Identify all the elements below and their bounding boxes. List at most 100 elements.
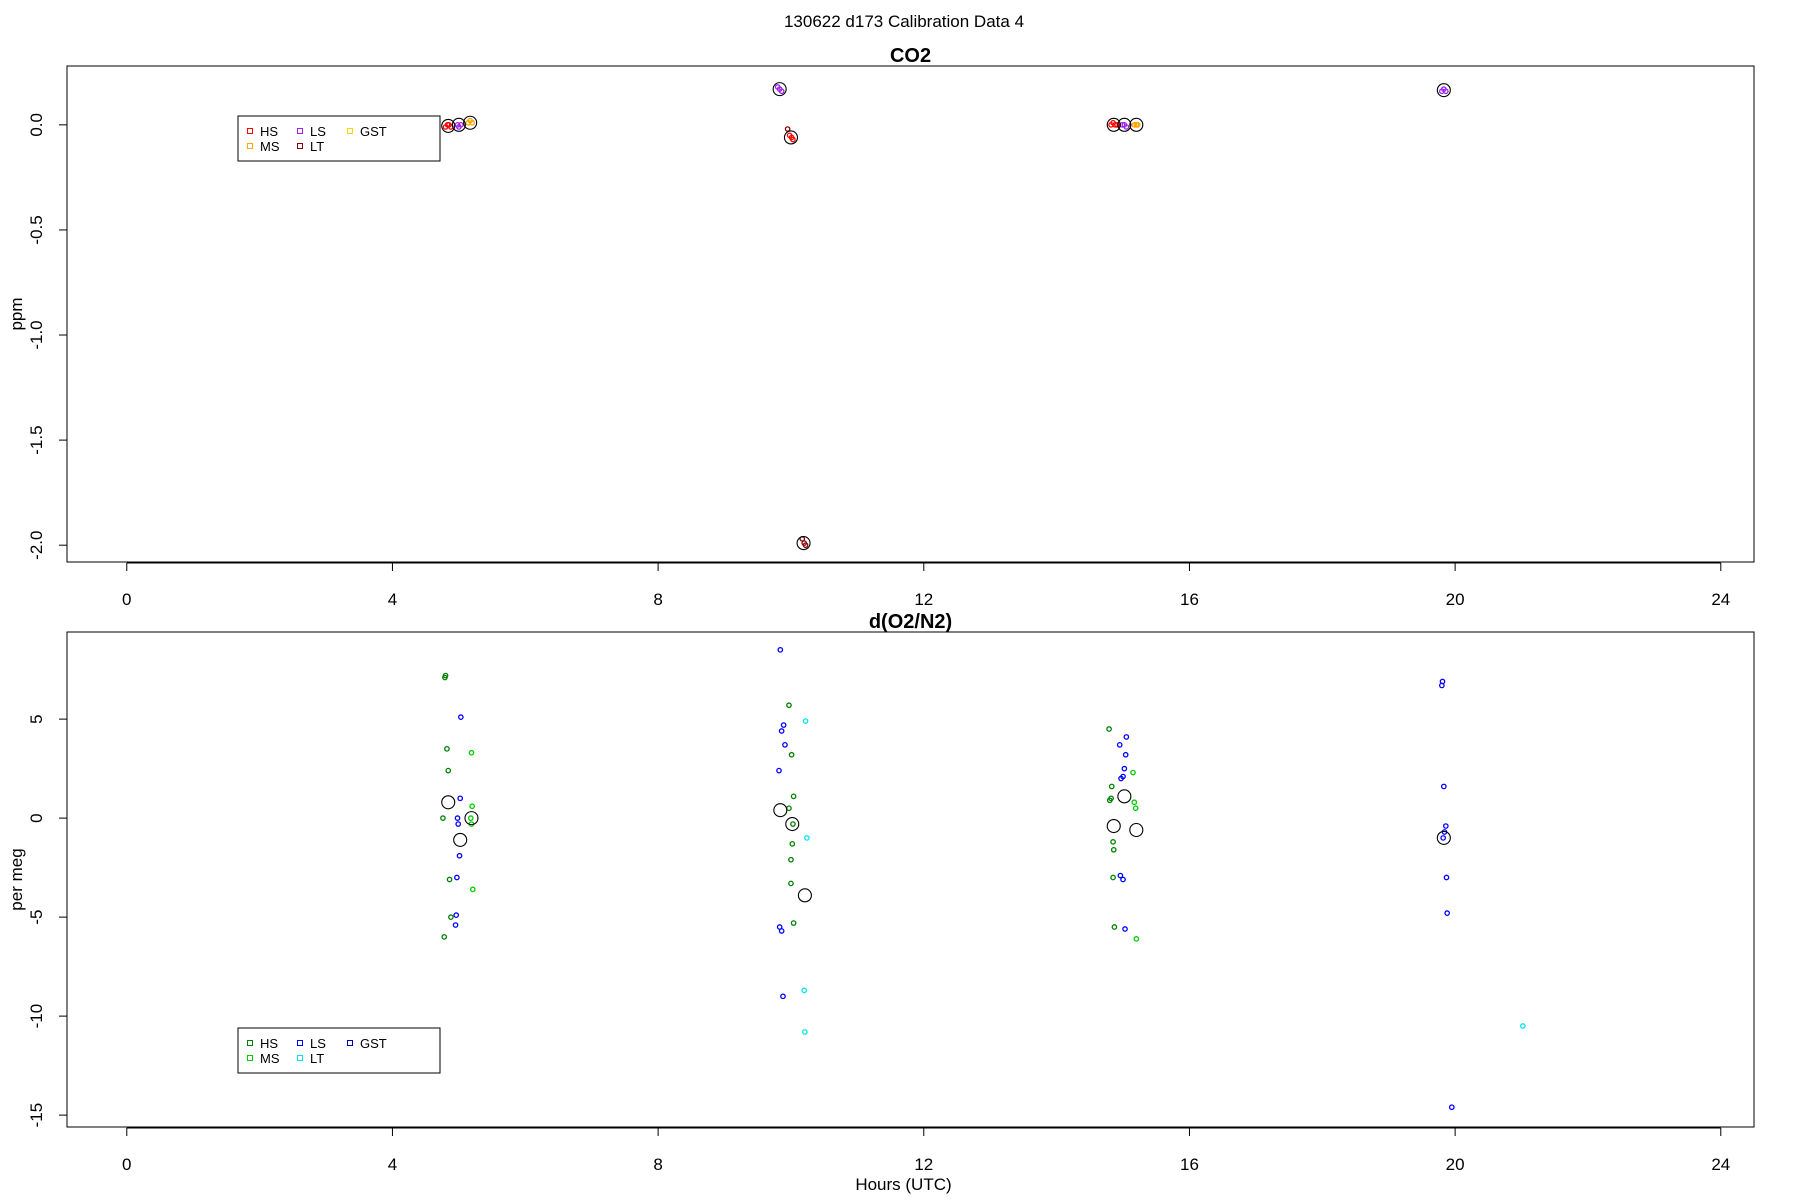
o2n2-point-ls (782, 742, 788, 748)
o2n2-point-ls (457, 795, 464, 802)
co2-mean-point (1106, 117, 1121, 132)
o2n2-point-ls (455, 821, 462, 827)
o2n2-y-axis-title: per meg (7, 848, 26, 910)
o2n2-point-hs (786, 702, 792, 709)
co2-point-ls (1123, 124, 1130, 130)
co2-x-tick-label: 20 (1446, 590, 1465, 609)
co2-legend-label-hs: HS (260, 124, 278, 139)
o2n2-point-ls (776, 767, 782, 774)
o2n2-mean-point (797, 888, 812, 903)
co2-legend-box (237, 115, 441, 162)
o2n2-point-ls (1116, 742, 1123, 748)
co2-y-axis-title: ppm (7, 297, 26, 330)
o2n2-point-hs (446, 876, 453, 883)
co2-legend-label-ls: LS (310, 124, 326, 139)
co2-legend-swatch-gst (347, 128, 353, 134)
o2n2-y-tick-label: -15 (27, 1103, 46, 1128)
o2n2-y-tick-label: -5 (27, 910, 46, 925)
co2-x-tick-label: 0 (122, 590, 131, 609)
o2n2-legend-swatch-hs (247, 1040, 253, 1046)
o2n2-point-ls (1122, 926, 1128, 932)
o2n2-point-hs (788, 880, 794, 887)
o2n2-point-ls (1121, 765, 1128, 772)
o2n2-point-lt (802, 1029, 808, 1035)
o2n2-point-ls (777, 646, 784, 653)
o2n2-point-hs (448, 914, 454, 920)
o2n2-point-ls (1443, 874, 1450, 881)
o2n2-mean-point (785, 817, 800, 832)
o2n2-point-ls (1448, 1104, 1455, 1111)
figure-title: 130622 d173 Calibration Data 4 (784, 12, 1024, 31)
co2-legend-swatch-hs (247, 128, 253, 134)
co2-legend-swatch-lt (297, 143, 303, 149)
co2-legend-label-ms: MS (260, 139, 280, 154)
o2n2-point-hs (1110, 846, 1117, 853)
o2n2-point-ls (1120, 876, 1126, 883)
o2n2-x-tick-label: 16 (1180, 1155, 1199, 1174)
co2-legend-swatch-ms (247, 143, 253, 149)
co2-point-ls (458, 121, 464, 128)
o2n2-y-tick-label: 0 (27, 813, 46, 822)
co2-point-ls (778, 88, 785, 95)
o2n2-mean-point (1117, 789, 1132, 804)
co2-mean-point (463, 115, 478, 130)
o2n2-point-ms (1131, 799, 1138, 806)
o2n2-point-hs (1110, 839, 1116, 845)
co2-mean-point (1436, 83, 1451, 98)
co2-panel: CO2 0 4 8 12 16 20 24 0.0 -0.5 -1.0 -1.5 -2.0 ppm HSMS… (7, 45, 1755, 609)
o2n2-mean-point (453, 832, 468, 847)
o2n2-x-tick-label: 8 (653, 1155, 662, 1174)
o2n2-point-ls (454, 874, 460, 881)
co2-y-tick-label: -1.0 (27, 320, 46, 349)
o2n2-legend-label-ls: LS (310, 1036, 326, 1051)
o2n2-point-hs (444, 745, 450, 752)
co2-x-tick-label: 4 (388, 590, 397, 609)
o2n2-x-tick-label: 20 (1446, 1155, 1465, 1174)
o2n2-point-ls (453, 912, 460, 918)
o2n2-point-hs (442, 672, 449, 679)
co2-mean-point (441, 118, 456, 133)
o2n2-point-hs (789, 841, 796, 847)
o2n2-mean-point (441, 795, 456, 810)
o2n2-point-lt (1520, 1023, 1526, 1029)
o2n2-point-hs (790, 920, 797, 926)
o2n2-point-ls (456, 852, 463, 859)
co2-mean-point (772, 82, 787, 97)
o2n2-point-hs (790, 821, 796, 827)
o2n2-point-ms (469, 803, 475, 810)
o2n2-x-tick-label: 24 (1711, 1155, 1730, 1174)
o2n2-point-ms (469, 886, 476, 893)
co2-y-tick-label: 0.0 (27, 113, 46, 137)
o2n2-point-ls (780, 722, 787, 728)
o2n2-point-hs (788, 856, 794, 863)
o2n2-legend-label-hs: HS (260, 1036, 278, 1051)
co2-point-ls (1442, 88, 1449, 95)
o2n2-mean-point (1106, 818, 1121, 834)
co2-chart-title: CO2 (890, 45, 931, 67)
co2-mean-point (1117, 117, 1132, 132)
co2-mean-point (796, 536, 811, 551)
co2-point-hs (1114, 121, 1120, 128)
o2n2-point-ls (1123, 734, 1130, 740)
o2n2-legend-label-gst: GST (360, 1036, 387, 1051)
o2n2-point-lt (801, 987, 808, 994)
o2n2-mean-point (773, 803, 788, 818)
co2-mean-point (1129, 117, 1144, 132)
co2-x-tick-label: 24 (1711, 590, 1730, 609)
o2n2-x-tick-label: 0 (122, 1155, 131, 1174)
co2-mean-point (783, 130, 798, 145)
o2n2-point-hs (1106, 726, 1112, 732)
co2-point-ms (1134, 121, 1141, 128)
o2n2-point-ls (1120, 773, 1126, 780)
o2n2-legend-label-lt: LT (310, 1051, 324, 1066)
o2n2-point-ms (1132, 805, 1139, 812)
o2n2-legend-label-ms: MS (260, 1051, 280, 1066)
o2n2-point-ls (1117, 872, 1124, 879)
o2n2-y-tick-label: -10 (27, 1004, 46, 1029)
co2-legend-label-gst: GST (360, 124, 387, 139)
o2n2-point-ls (1442, 823, 1449, 829)
co2-mean-point (451, 117, 466, 132)
o2n2-legend-swatch-ms (247, 1055, 253, 1061)
o2n2-point-hs (1108, 783, 1115, 790)
